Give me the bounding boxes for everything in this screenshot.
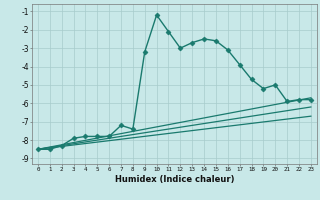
X-axis label: Humidex (Indice chaleur): Humidex (Indice chaleur) [115,175,234,184]
